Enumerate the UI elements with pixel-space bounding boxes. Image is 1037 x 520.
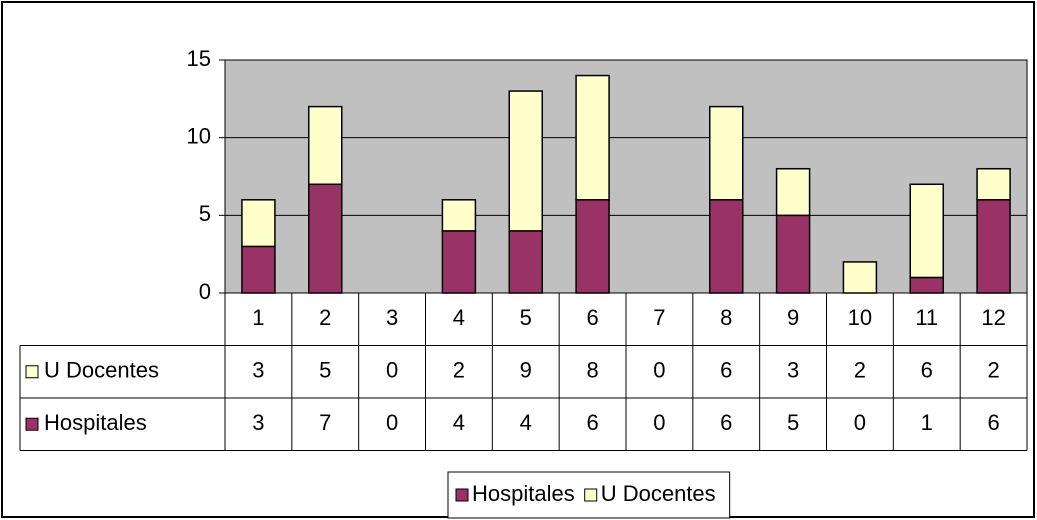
y-tick-label: 5 (199, 201, 211, 226)
bar (709, 105, 744, 201)
table-legend-swatch (25, 417, 39, 431)
table-cell: 4 (520, 410, 532, 435)
bar (709, 199, 744, 294)
plot-area (225, 60, 1027, 293)
bar (441, 199, 477, 232)
bar (508, 90, 543, 232)
bar (909, 183, 944, 279)
x-tick-label: 3 (386, 305, 398, 330)
table-cell: 3 (252, 358, 264, 383)
table-cell: 6 (921, 358, 933, 383)
bar (508, 230, 543, 294)
table-cell: 4 (453, 410, 465, 435)
x-tick-label: 9 (787, 305, 799, 330)
y-tick-label: 15 (187, 46, 211, 71)
table-cell: 0 (653, 358, 665, 383)
y-tick-label: 0 (199, 279, 211, 304)
table-cell: 2 (987, 358, 999, 383)
bar (775, 167, 811, 217)
table-cell: 8 (586, 358, 598, 383)
x-tick-label: 8 (720, 305, 732, 330)
x-tick-label: 5 (520, 305, 532, 330)
table-cell: 5 (319, 358, 331, 383)
x-tick-label: 2 (319, 305, 331, 330)
table-cell: 0 (653, 410, 665, 435)
bar (775, 214, 811, 294)
table-cell: 0 (386, 410, 398, 435)
table-cell: 0 (854, 410, 866, 435)
x-tick-label: 10 (848, 305, 872, 330)
legend-label: Hospitales (472, 481, 575, 506)
legend-swatch (584, 488, 598, 502)
table-cell: 3 (252, 410, 264, 435)
table-cell: 6 (987, 410, 999, 435)
bar (976, 199, 1011, 294)
table-cell: 6 (720, 410, 732, 435)
table-cell: 2 (854, 358, 866, 383)
bar (241, 245, 276, 294)
table-cell: 6 (586, 410, 598, 435)
table-cell: 6 (720, 358, 732, 383)
table-row-label: Hospitales (44, 410, 147, 435)
bar (909, 276, 944, 294)
bar (308, 105, 343, 186)
table-cell: 7 (319, 410, 331, 435)
table-row-label: U Docentes (44, 358, 159, 383)
y-tick-label: 10 (187, 123, 211, 148)
bar (842, 261, 878, 294)
table-cell: 9 (520, 358, 532, 383)
x-tick-label: 1 (252, 305, 264, 330)
table-cell: 3 (787, 358, 799, 383)
table-cell: 1 (921, 410, 933, 435)
x-tick-label: 12 (981, 305, 1005, 330)
x-tick-label: 6 (586, 305, 598, 330)
table-legend-swatch (25, 365, 39, 379)
table-cell: 2 (453, 358, 465, 383)
x-tick-label: 11 (915, 305, 938, 330)
table-cell: 5 (787, 410, 799, 435)
bar (308, 183, 343, 294)
table-cell: 0 (386, 358, 398, 383)
legend-swatch (455, 488, 469, 502)
legend-label: U Docentes (601, 481, 716, 506)
x-tick-label: 4 (453, 305, 465, 330)
bar (976, 167, 1011, 201)
bar (441, 230, 477, 294)
bar (241, 199, 276, 248)
x-tick-label: 7 (653, 305, 665, 330)
bar (575, 74, 610, 201)
bar (575, 199, 610, 294)
